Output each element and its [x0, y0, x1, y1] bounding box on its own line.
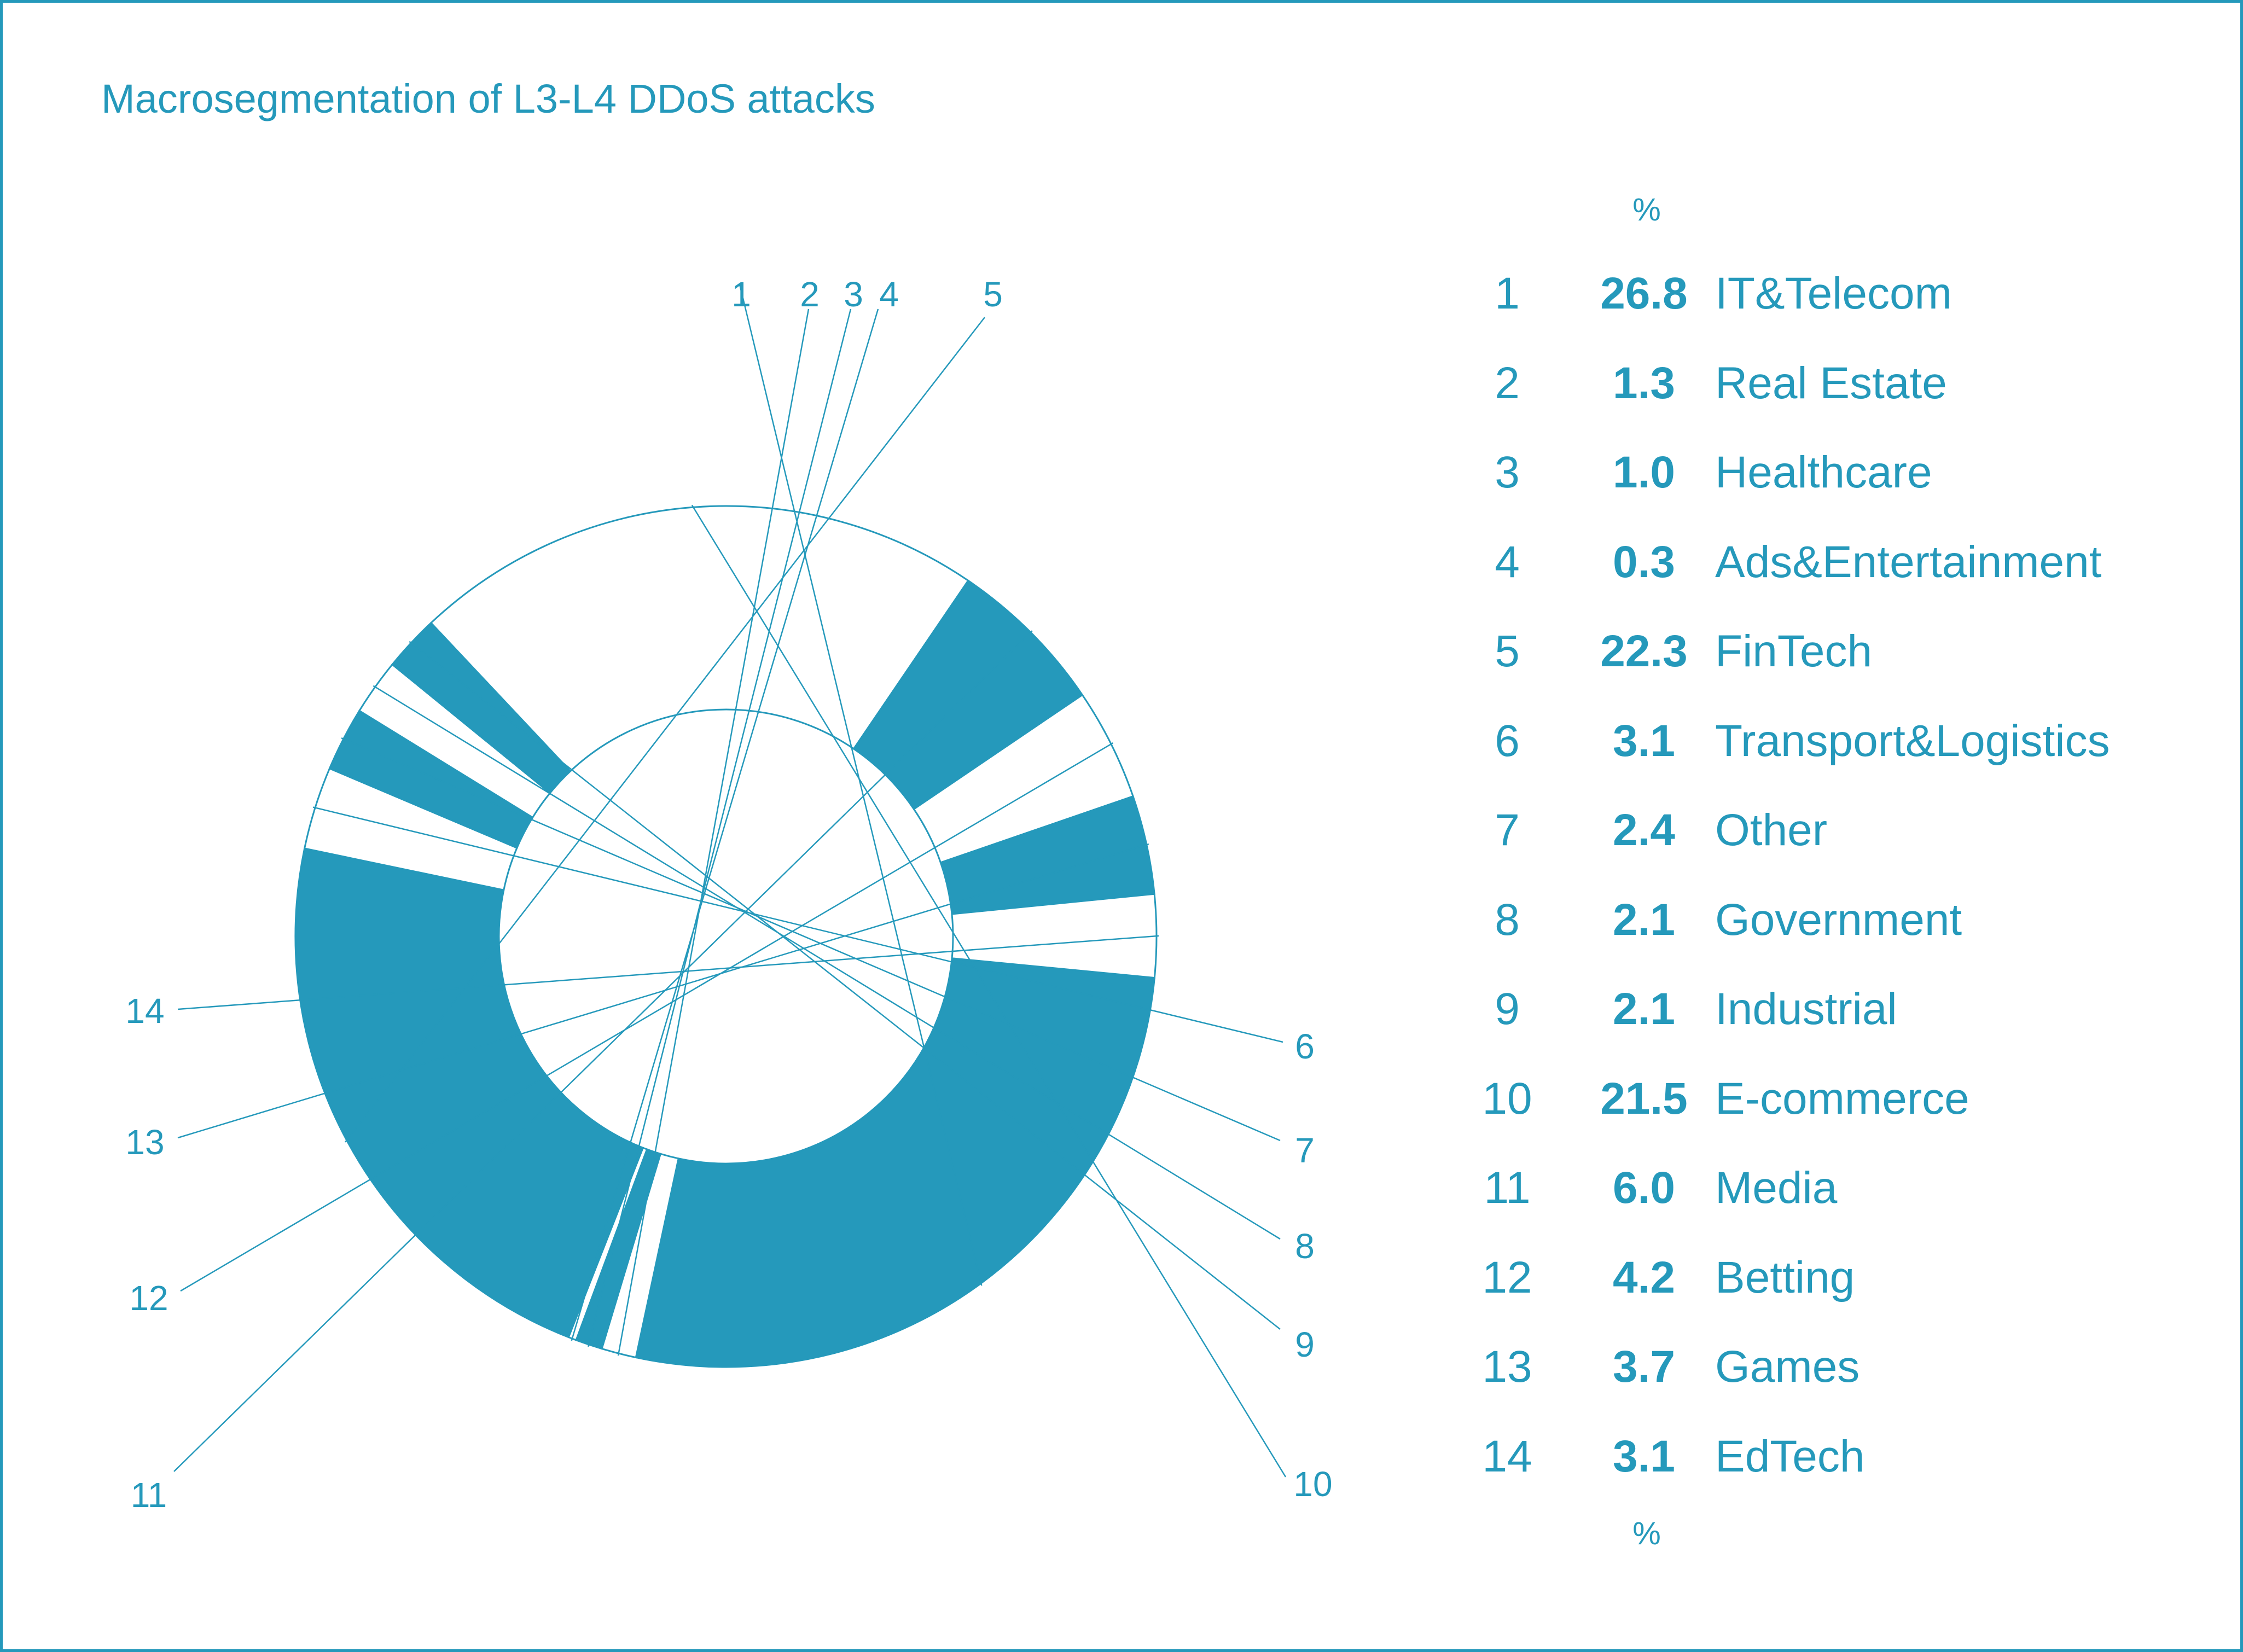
legend-row-4: 4 0.3 Ads&Entertainment: [1472, 537, 2183, 602]
slice-10: [429, 505, 969, 772]
legend-label: Betting: [1715, 1252, 1855, 1302]
legend-index: 6: [1495, 716, 1520, 766]
legend-row-12: 12 4.2 Betting: [1472, 1252, 2183, 1318]
legend-index: 2: [1495, 358, 1520, 408]
legend-index: 12: [1482, 1252, 1532, 1302]
leader-line-5: [345, 317, 985, 1143]
legend-row-8: 8 2.1 Government: [1472, 894, 2183, 960]
legend-label: Healthcare: [1715, 447, 1932, 497]
legend-label: Real Estate: [1715, 358, 1947, 408]
legend-index: 13: [1482, 1342, 1532, 1392]
legend-row-14: 14 3.1 EdTech: [1472, 1431, 2183, 1497]
leader-line-3: [587, 309, 852, 1347]
legend-value: 3.1: [1613, 716, 1675, 766]
leader-line-6: [312, 806, 1283, 1043]
legend-label: FinTech: [1715, 626, 1873, 676]
callout-label-13: 13: [125, 1122, 164, 1162]
leader-line-10: [691, 504, 1287, 1478]
legend-row-9: 9 2.1 Industrial: [1472, 984, 2183, 1049]
legend-label: Other: [1715, 805, 1828, 855]
callout-label-5: 5: [983, 275, 1003, 314]
legend-row-1: 1 26.8 IT&Telecom: [1472, 268, 2183, 334]
callout-label-8: 8: [1295, 1226, 1315, 1266]
legend-value: 4.2: [1613, 1252, 1675, 1302]
legend-value: 26.8: [1600, 269, 1688, 318]
legend-value: 0.3: [1613, 537, 1675, 587]
legend-value: 3.7: [1613, 1342, 1675, 1392]
legend-label: Games: [1715, 1342, 1860, 1392]
legend-label: E-commerce: [1715, 1073, 1969, 1124]
legend-label: Industrial: [1715, 984, 1897, 1034]
legend-label: Government: [1715, 894, 1962, 945]
callout-label-7: 7: [1295, 1131, 1315, 1170]
legend-value: 2.1: [1613, 894, 1675, 945]
legend-row-3: 3 1.0 Healthcare: [1472, 447, 2183, 513]
callout-label-3: 3: [844, 275, 863, 314]
legend-index: 14: [1482, 1431, 1532, 1481]
legend-row-7: 7 2.4 Other: [1472, 805, 2183, 870]
leader-line-12: [180, 742, 1114, 1292]
legend-label: Transport&Logistics: [1715, 716, 2110, 766]
callout-label-4: 4: [879, 275, 899, 314]
callout-label-12: 12: [129, 1278, 168, 1318]
legend-index: 7: [1495, 805, 1520, 855]
callout-label-9: 9: [1295, 1325, 1315, 1364]
legend-unit-bottom: %: [1632, 1516, 1661, 1551]
leader-line-13: [177, 843, 1149, 1139]
legend-row-2: 2 1.3 Real Estate: [1472, 358, 2183, 423]
slice-5: [294, 847, 644, 1339]
callout-label-6: 6: [1295, 1027, 1315, 1066]
legend-index: 9: [1495, 984, 1520, 1034]
legend-row-13: 13 3.7 Games: [1472, 1341, 2183, 1407]
legend-label: EdTech: [1715, 1431, 1865, 1481]
callout-label-2: 2: [800, 275, 820, 314]
leader-line-1: [739, 284, 983, 1286]
legend-index: 11: [1484, 1163, 1531, 1213]
legend-index: 1: [1495, 269, 1520, 318]
legend-value: 21.5: [1600, 1073, 1688, 1124]
legend-value: 3.1: [1613, 1431, 1675, 1481]
legend-value: 1.3: [1613, 358, 1675, 408]
legend-label: IT&Telecom: [1715, 269, 1952, 318]
callout-label-11: 11: [131, 1475, 167, 1515]
leader-lines: [173, 284, 1287, 1478]
legend-row-10: 10 21.5 E-commerce: [1472, 1073, 2183, 1139]
slice-14: [951, 893, 1158, 979]
leader-line-7: [341, 737, 1281, 1142]
legend-value: 22.3: [1600, 626, 1688, 676]
legend-row-6: 6 3.1 Transport&Logistics: [1472, 716, 2183, 781]
callout-label-14: 14: [125, 991, 164, 1031]
callout-label-10: 10: [1293, 1464, 1332, 1504]
leader-line-4: [571, 309, 879, 1341]
leader-line-14: [177, 935, 1159, 1010]
slice-1: [635, 957, 1156, 1368]
leader-line-11: [173, 630, 1033, 1472]
donut-slices: [294, 505, 1158, 1368]
legend-index: 3: [1495, 447, 1520, 497]
legend-row-11: 11 6.0 Media: [1472, 1162, 2183, 1228]
legend-index: 8: [1495, 894, 1520, 945]
legend-label: Ads&Entertainment: [1715, 537, 2102, 587]
legend-value: 6.0: [1613, 1163, 1675, 1213]
legend-value: 1.0: [1613, 447, 1675, 497]
legend-value: 2.4: [1613, 805, 1675, 855]
legend-label: Media: [1715, 1163, 1838, 1213]
legend-unit-top: %: [1632, 192, 1661, 228]
leader-line-2: [617, 309, 810, 1356]
legend-index: 4: [1495, 537, 1520, 587]
legend: % 1 26.8 IT&Telecom 2 1.3 Real Estate 3 1.0 Heal…: [1472, 181, 2183, 1575]
chart-title: Macrosegmentation of L3-L4 DDoS attacks: [101, 76, 875, 121]
legend-index: 5: [1495, 626, 1520, 676]
leader-line-9: [409, 641, 1281, 1330]
legend-value: 2.1: [1613, 984, 1675, 1034]
legend-index: 10: [1482, 1073, 1532, 1124]
callout-label-1: 1: [731, 275, 751, 314]
legend-row-5: 5 22.3 FinTech: [1472, 626, 2183, 691]
leader-line-8: [373, 685, 1281, 1240]
